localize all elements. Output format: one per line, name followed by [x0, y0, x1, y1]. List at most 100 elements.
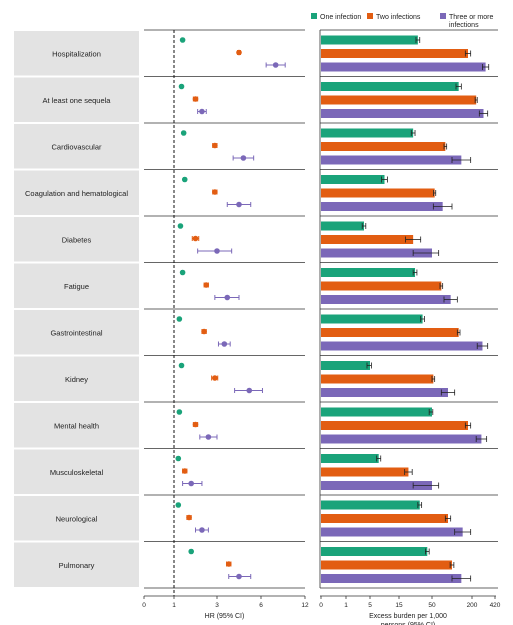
hr-point-gastrointestinal-2: [221, 341, 228, 347]
row-label-bg-cardiovascular: [14, 124, 139, 169]
bar-neurological-2: [321, 527, 463, 537]
burden-tick-label: 15: [395, 602, 403, 609]
bar-hospitalization-2: [321, 62, 486, 72]
row-label-bg-diabetes: [14, 217, 139, 262]
legend-swatch-0: [311, 13, 317, 19]
forest-panel: [144, 29, 305, 596]
legend-swatch-2: [440, 13, 446, 19]
bar-gastrointestinal-1: [321, 328, 459, 337]
hr-point-fatigue-0: [179, 269, 186, 276]
bar-fatigue-0: [321, 268, 416, 277]
burden-panel: [319, 29, 498, 589]
row-label-kidney: Kidney: [65, 375, 88, 384]
row-label-bg-pulmonary: [14, 542, 139, 587]
burden-tick-label: 200: [467, 602, 478, 609]
hr-point-gastrointestinal-0: [176, 316, 183, 322]
hr-point-pulmonary-1: [225, 561, 232, 567]
row-label-bg-gastrointestinal: [14, 310, 139, 355]
hr-axis-title: HR (95% CI): [205, 613, 245, 620]
burden-axis-title-line1: Excess burden per 1,000: [369, 613, 447, 620]
hr-point-pulmonary-2: [236, 573, 242, 580]
row-label-neurological: Neurological: [56, 514, 98, 523]
row-label-bg-musculoskeletal: [14, 449, 139, 494]
burden-tick-label: 50: [428, 602, 436, 609]
legend-swatch-1: [367, 13, 373, 19]
hr-point-cardiovascular-1: [212, 142, 218, 149]
row-label-diabetes: Diabetes: [62, 235, 92, 244]
bar-pulmonary-1: [321, 560, 452, 570]
burden-tick-label: 420: [490, 602, 501, 609]
bar-coagulation-and-hematological-0: [321, 175, 385, 184]
bar-gastrointestinal-2: [321, 341, 483, 351]
row-label-bg-hospitalization: [14, 31, 139, 76]
burden-tick-label: 5: [368, 602, 372, 609]
hr-point-coagulation-and-hematological-0: [181, 176, 188, 183]
hr-point-mental-health-1: [192, 421, 199, 428]
hr-point-neurological-2: [199, 527, 205, 533]
hr-point-at-least-one-sequela-0: [178, 83, 185, 90]
hr-point-diabetes-2: [214, 248, 220, 254]
bar-kidney-0: [321, 361, 370, 370]
hr-tick-label: 1: [172, 602, 176, 609]
bar-musculoskeletal-0: [321, 454, 379, 463]
bar-cardiovascular-2: [321, 155, 462, 165]
bar-diabetes-1: [321, 235, 414, 244]
hr-point-hospitalization-0: [179, 37, 186, 43]
bar-mental-health-2: [321, 434, 482, 444]
bar-cardiovascular-1: [321, 142, 446, 151]
bar-fatigue-1: [321, 281, 442, 291]
bar-kidney-2: [321, 388, 448, 397]
bar-pulmonary-2: [321, 574, 462, 583]
row-label-fatigue: Fatigue: [64, 282, 89, 291]
bar-musculoskeletal-2: [321, 481, 432, 490]
bar-kidney-1: [321, 374, 434, 384]
hr-point-diabetes-0: [177, 223, 184, 229]
bar-neurological-1: [321, 514, 448, 523]
bar-coagulation-and-hematological-2: [321, 202, 443, 211]
row-label-bg-neurological: [14, 496, 139, 541]
hr-tick-label: 3: [215, 602, 219, 609]
burden-tick-label: 1: [344, 602, 348, 609]
hr-point-at-least-one-sequela-1: [192, 96, 199, 102]
bar-hospitalization-0: [321, 35, 418, 45]
row-label-bg-at-least-one-sequela: [14, 77, 139, 122]
row-label-bg-coagulation-and-hematological: [14, 170, 139, 215]
hr-tick-label: 0: [142, 602, 146, 609]
hr-point-musculoskeletal-0: [175, 455, 182, 462]
bar-pulmonary-0: [321, 547, 428, 556]
row-label-mental-health: Mental health: [54, 421, 99, 430]
hr-point-hospitalization-1: [236, 49, 242, 56]
bar-musculoskeletal-1: [321, 467, 409, 477]
row-label-at-least-one-sequela: At least one sequela: [43, 96, 112, 105]
hr-point-diabetes-1: [192, 235, 199, 242]
legend-label-1: Two infections: [376, 14, 421, 21]
bar-gastrointestinal-0: [321, 314, 423, 324]
row-label-cardiovascular: Cardiovascular: [51, 142, 102, 151]
bar-diabetes-0: [321, 221, 364, 231]
bar-at-least-one-sequela-0: [321, 82, 459, 91]
bar-at-least-one-sequela-2: [321, 109, 484, 118]
row-label-hospitalization: Hospitalization: [52, 49, 101, 58]
burden-tick-label: 0: [319, 602, 323, 609]
legend-label-2: Three or more infections: [449, 14, 493, 29]
bar-diabetes-2: [321, 248, 432, 258]
hr-axis: 0 1 3 6 12 HR (95% CI): [142, 595, 309, 620]
hr-point-neurological-0: [175, 502, 182, 508]
bar-at-least-one-sequela-1: [321, 95, 477, 105]
hr-point-kidney-1: [212, 375, 218, 381]
bar-mental-health-1: [321, 421, 468, 430]
label-column-background: Hospitalization At least one sequela Cardi…: [14, 31, 139, 587]
burden-axis-title-line2: persons (95% CI): [381, 622, 435, 625]
hr-point-cardiovascular-2: [240, 155, 247, 161]
hr-tick-label: 12: [301, 602, 309, 609]
row-label-bg-kidney: [14, 356, 139, 401]
hr-point-coagulation-and-hematological-2: [236, 201, 242, 208]
hr-point-pulmonary-0: [188, 548, 194, 555]
hr-point-mental-health-2: [205, 434, 212, 440]
hr-point-musculoskeletal-2: [188, 480, 194, 487]
bar-coagulation-and-hematological-1: [321, 188, 435, 198]
hr-point-hospitalization-2: [272, 62, 279, 68]
hr-point-mental-health-0: [176, 409, 183, 415]
